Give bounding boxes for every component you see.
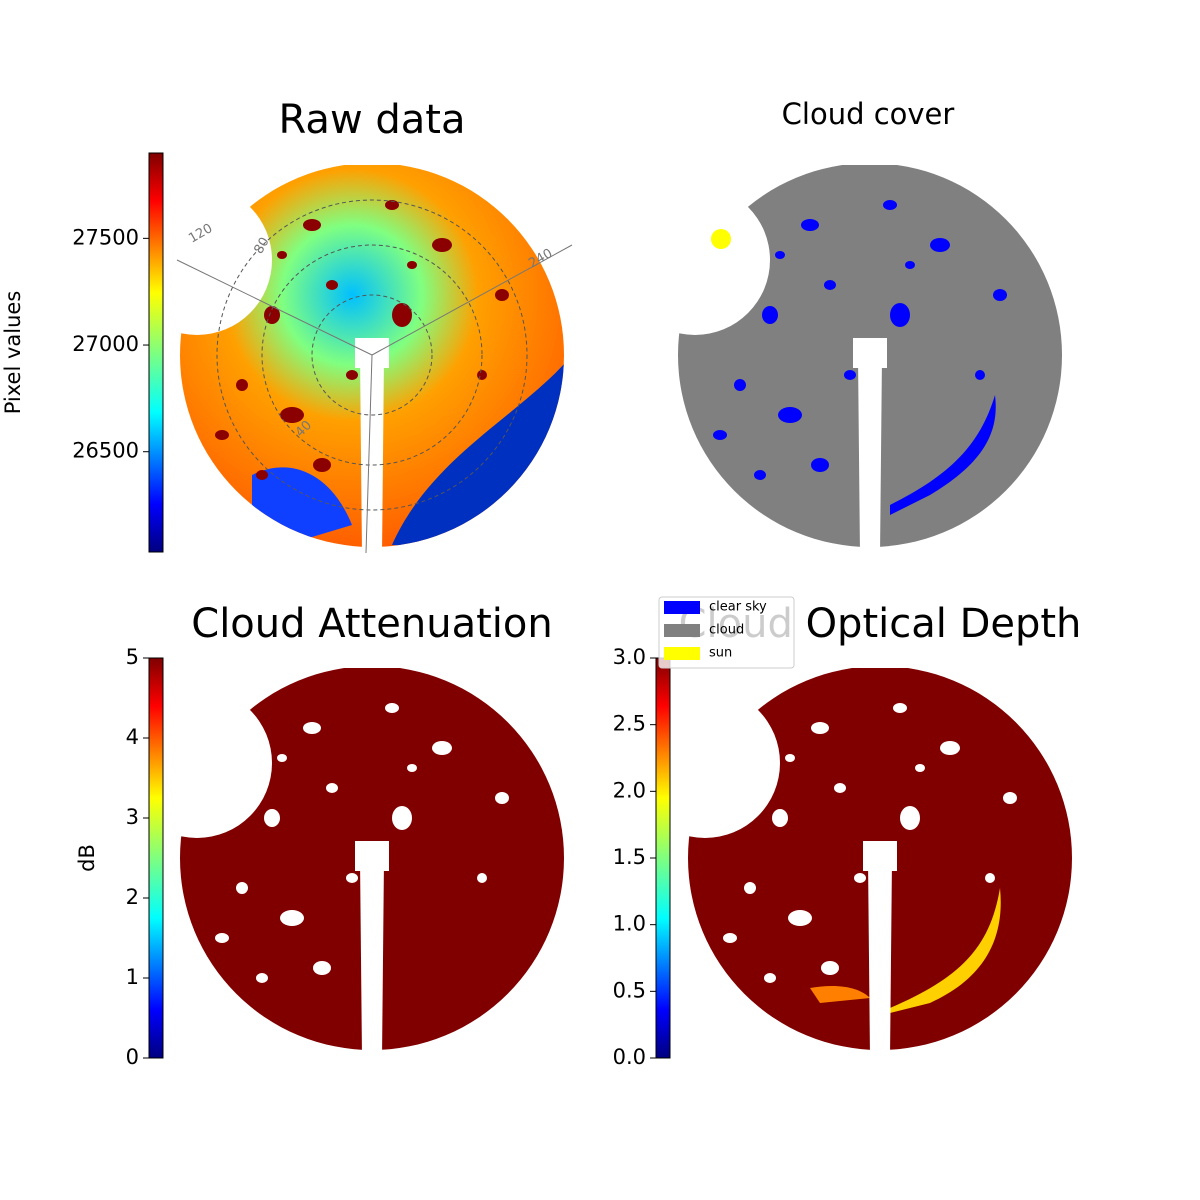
tick-label: 2.0 [613,778,646,802]
tick-label: 2.5 [613,712,646,736]
tick-label: 1 [126,965,139,989]
polar-label: 80 [252,235,273,257]
sky-image [630,658,1080,1058]
tick-label: 26500 [72,439,139,463]
tick-label: 1.0 [613,912,646,936]
tick-label: 27500 [72,225,139,249]
sky-image [620,155,1070,555]
tick-label: 27000 [72,332,139,356]
tick-label: 2 [126,885,139,909]
tick-label: 0.0 [613,1045,646,1069]
tick-label: 0 [126,1045,139,1069]
colorbar [655,657,671,1059]
sky-image [122,155,573,555]
panel-title: Raw data [279,97,466,143]
sky-image [122,658,572,1058]
legend-label: cloud [709,623,744,638]
tick-label: 5 [126,645,139,669]
legend-swatch [664,647,700,660]
tick-label: 4 [126,725,139,749]
legend-swatch [664,624,700,637]
panel-title: Cloud cover [782,97,955,131]
colorbar [148,152,164,553]
panel-title: Cloud Attenuation [191,601,552,647]
legend-label: clear sky [709,600,767,615]
colorbar [148,657,164,1059]
tick-label: 3.0 [613,645,646,669]
axis-label: dB [75,844,99,872]
tick-label: 3 [126,805,139,829]
legend-swatch [664,601,700,614]
axis-label: Pixel values [1,291,25,415]
legend-label: sun [709,646,732,661]
tick-label: 1.5 [613,845,646,869]
tick-label: 0.5 [613,978,646,1002]
